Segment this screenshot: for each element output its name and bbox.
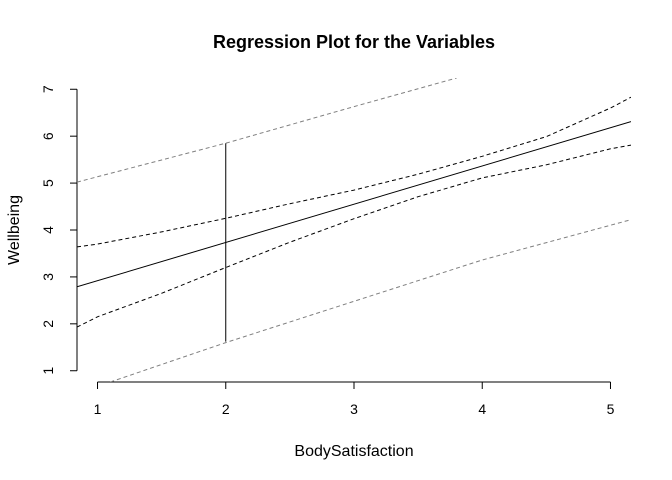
plot-area (77, 78, 631, 382)
y-tick-label: 3 (40, 273, 56, 281)
axes: 1 2 3 4 5 1 2 3 4 5 6 7 (40, 85, 615, 417)
y-axis-label: Wellbeing (6, 195, 23, 265)
series-layer (77, 78, 631, 382)
x-tick-label: 4 (478, 401, 486, 417)
x-tick-label: 5 (607, 401, 615, 417)
y-tick-label: 2 (40, 320, 56, 328)
prediction-lower-line (110, 219, 631, 382)
y-tick-label: 4 (40, 226, 56, 234)
y-tick-label: 6 (40, 132, 56, 140)
y-tick-label: 5 (40, 179, 56, 187)
confidence-lower-line (77, 144, 631, 328)
prediction-upper-line (77, 78, 457, 183)
x-axis-label: BodySatisfaction (294, 443, 413, 460)
fit-line (77, 121, 631, 288)
y-tick-label: 1 (40, 367, 56, 375)
chart-title: Regression Plot for the Variables (213, 32, 495, 52)
x-tick-label: 1 (94, 401, 102, 417)
confidence-upper-line (77, 96, 631, 248)
y-tick-label: 7 (40, 85, 56, 93)
x-tick-label: 2 (222, 401, 230, 417)
x-tick-label: 3 (350, 401, 358, 417)
